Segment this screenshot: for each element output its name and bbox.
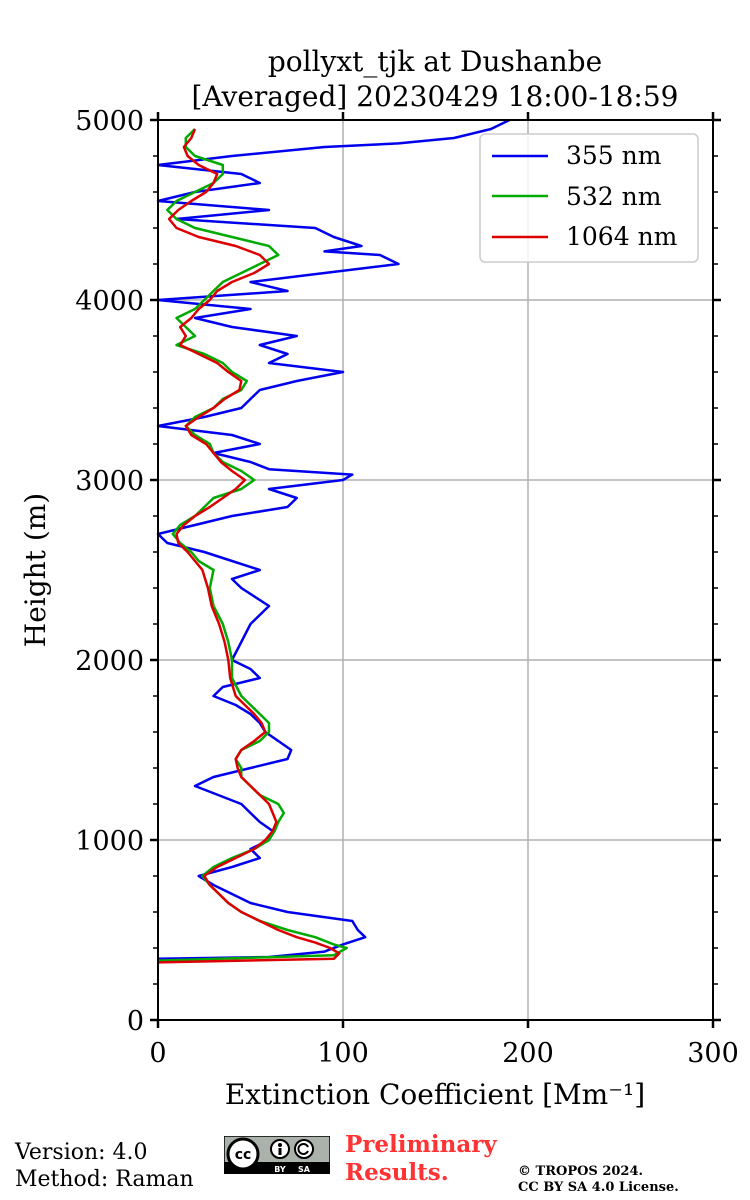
y-tick-label: 4000 — [75, 286, 144, 317]
cc-sa-text: SA — [298, 1165, 311, 1174]
y-axis-label: Height (m) — [19, 493, 52, 647]
series-layer — [156, 118, 511, 964]
extinction-chart: pollyxt_tjk at Dushanbe [Averaged] 20230… — [19, 45, 739, 1111]
legend-label-355: 355 nm — [566, 141, 662, 170]
y-tick-label: 5000 — [75, 106, 144, 137]
x-tick-label: 0 — [149, 1038, 166, 1069]
version-text: Version: 4.0 — [15, 1140, 148, 1165]
cc-by-sa-license-icon: cc BY SA — [224, 1136, 330, 1174]
plot-frame — [157, 119, 714, 1021]
series-line-532-nm — [157, 128, 348, 962]
results-label: Results. — [345, 1159, 449, 1186]
y-tick-label: 3000 — [75, 466, 144, 497]
copyright-text: © TROPOS 2024. — [518, 1164, 644, 1179]
series-line-1064-nm — [157, 128, 341, 964]
chart-title: pollyxt_tjk at Dushanbe — [268, 45, 602, 78]
preliminary-label: Preliminary — [345, 1131, 497, 1158]
y-tick-label: 0 — [127, 1006, 144, 1037]
cc-logo-text: cc — [235, 1147, 252, 1163]
major-ticks — [150, 112, 721, 1028]
x-tick-label: 300 — [687, 1038, 739, 1069]
y-tick-label: 1000 — [75, 826, 144, 857]
x-tick-label: 200 — [502, 1038, 554, 1069]
x-axis-label: Extinction Coefficient [Mm⁻¹] — [225, 1078, 645, 1111]
legend-box — [479, 133, 699, 263]
x-tick-label: 100 — [317, 1038, 369, 1069]
license-text: CC BY SA 4.0 License. — [518, 1180, 679, 1195]
x-tick-labels: 0 100 200 300 — [149, 1038, 738, 1069]
legend-label-532: 532 nm — [566, 182, 662, 211]
legend: 355 nm 532 nm 1064 nm — [479, 133, 699, 263]
method-text: Method: Raman — [15, 1167, 194, 1192]
y-tick-label: 2000 — [75, 646, 144, 677]
chart-subtitle: [Averaged] 20230429 18:00-18:59 — [192, 80, 679, 113]
series-line-355-nm — [156, 118, 511, 961]
legend-label-1064: 1064 nm — [566, 222, 678, 251]
y-tick-labels: 0 1000 2000 3000 4000 5000 — [75, 106, 144, 1037]
cc-by-text: BY — [274, 1165, 286, 1174]
